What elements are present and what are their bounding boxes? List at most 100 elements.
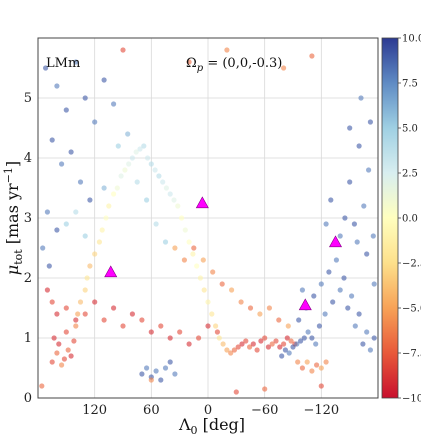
- scatter-point: [358, 95, 364, 101]
- scatter-point: [231, 347, 237, 353]
- scatter-point: [49, 137, 55, 143]
- scatter-point: [137, 146, 143, 152]
- scatter-point: [247, 305, 254, 311]
- scatter-point: [73, 59, 79, 65]
- scatter-point: [122, 167, 128, 173]
- scatter-point: [243, 338, 249, 344]
- scatter-point: [56, 341, 62, 347]
- x-tick-label: 0: [204, 403, 212, 418]
- scatter-point: [295, 359, 301, 365]
- y-axis-ticks: 0 1 2 3 4 5: [24, 91, 32, 406]
- scatter-point: [318, 281, 324, 287]
- scatter-point: [214, 329, 220, 335]
- scatter-point: [145, 155, 151, 161]
- scatter-point: [172, 245, 178, 251]
- scatter-point: [46, 263, 52, 269]
- scatter-point: [341, 275, 347, 281]
- scatter-point: [281, 341, 287, 347]
- scatter-point: [87, 197, 93, 203]
- scatter-point: [309, 53, 315, 59]
- x-tick-label: 120: [82, 403, 107, 418]
- scatter-point: [148, 161, 154, 167]
- scatter-point: [167, 359, 173, 365]
- colorbar-tick-label: −5.0: [402, 304, 421, 315]
- scatter-point: [366, 167, 372, 173]
- y-tick-label: 1: [24, 331, 32, 346]
- scatter-point: [196, 335, 202, 341]
- scatter-point: [299, 287, 305, 293]
- scatter-point: [175, 203, 181, 209]
- scatter-point: [364, 329, 370, 335]
- scatter-point: [134, 179, 140, 185]
- annotation-left: LMm: [46, 56, 80, 71]
- scatter-point: [71, 338, 77, 344]
- scatter-point: [201, 287, 207, 293]
- scatter-point: [257, 311, 263, 317]
- scatter-point: [101, 77, 107, 83]
- scatter-point: [63, 305, 69, 311]
- scatter-point: [54, 350, 60, 356]
- scatter-point: [111, 191, 117, 197]
- colorbar-tick-label: 5.0: [402, 124, 418, 135]
- scatter-point: [281, 65, 287, 71]
- scatter-point: [65, 347, 71, 353]
- scatter-point: [235, 344, 241, 350]
- scatter-point: [158, 323, 164, 329]
- scatter-point: [84, 275, 90, 281]
- triangle-marker: [195, 196, 209, 209]
- scatter-point: [63, 107, 69, 113]
- triangle-markers: [104, 196, 343, 311]
- scatter-point: [129, 155, 135, 161]
- colorbar-tick-label: 7.5: [402, 79, 418, 90]
- scatter-point: [316, 323, 322, 329]
- scatter-point: [82, 287, 88, 293]
- scatter-point: [349, 293, 355, 299]
- scatter-point: [177, 329, 183, 335]
- scatter-point: [49, 359, 55, 365]
- scatter-point: [216, 335, 222, 341]
- scatter-point: [172, 371, 178, 377]
- scatter-point: [305, 329, 311, 335]
- scatter-point: [262, 386, 268, 392]
- scatter-point: [279, 353, 285, 359]
- scatter-point: [118, 173, 124, 179]
- scatter-point: [77, 179, 84, 185]
- scatter-point: [352, 323, 358, 329]
- scatter-point: [361, 203, 367, 209]
- scatter-point: [360, 341, 366, 347]
- scatter-point: [111, 305, 117, 311]
- scatter-point: [299, 365, 305, 371]
- scatter-point: [309, 368, 315, 374]
- scatter-point: [51, 335, 57, 341]
- x-tick-label: −120: [303, 403, 339, 418]
- scatter-point: [285, 323, 291, 329]
- scatter-point: [92, 119, 98, 125]
- scatter-point: [44, 209, 51, 215]
- scatter-point: [179, 215, 185, 221]
- y-tick-label: 2: [24, 271, 32, 286]
- scatter-point: [266, 305, 272, 311]
- scatter-point: [190, 251, 196, 257]
- scatter-point: [158, 377, 164, 383]
- scatter-point: [351, 221, 357, 227]
- scatter-point: [229, 287, 235, 293]
- annotation-center: Ωp = (0,0,-0.3): [186, 56, 282, 74]
- x-axis-label: Λ0 [deg]: [178, 415, 245, 437]
- scatter-point: [323, 359, 329, 365]
- scatter-point: [286, 350, 292, 356]
- scatter-point: [101, 317, 107, 323]
- scatter-point: [133, 149, 139, 155]
- scatter-point: [103, 215, 109, 221]
- scatter-point: [186, 239, 192, 245]
- scatter-point: [277, 344, 283, 350]
- scatter-point: [163, 185, 169, 191]
- scatter-point: [298, 338, 304, 344]
- colorbar-tick-label: 2.5: [402, 169, 418, 180]
- scatter-point: [82, 311, 88, 317]
- scatter-point: [68, 149, 74, 155]
- colorbar-tick-label: 10.0: [402, 34, 421, 45]
- scatter-point: [205, 323, 211, 329]
- colorbar-tick-label: −10.0: [402, 394, 421, 405]
- scatter-point: [39, 383, 45, 389]
- scatter-point: [68, 353, 74, 359]
